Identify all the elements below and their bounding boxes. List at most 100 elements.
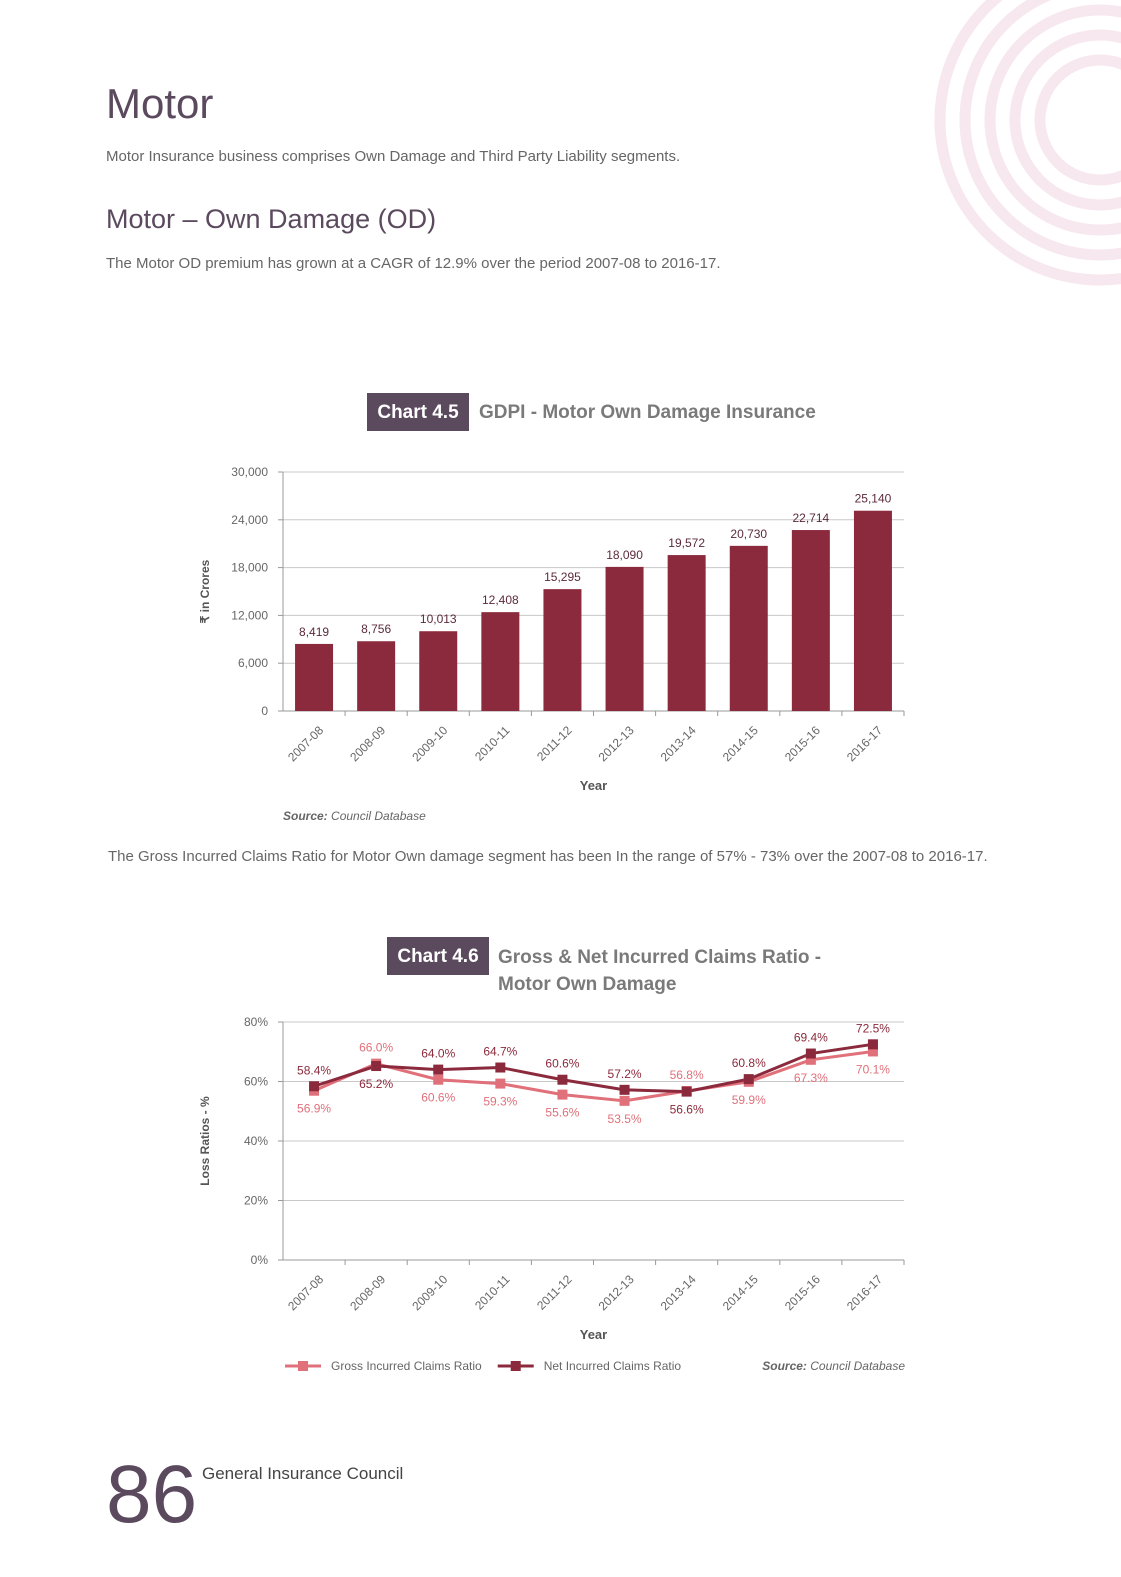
x-tick-label: 2007-08 (285, 1272, 326, 1313)
bar (729, 545, 768, 711)
x-tick-label: 2013-14 (658, 1272, 699, 1313)
y-tick-label: 0 (261, 704, 268, 718)
marker (371, 1061, 382, 1072)
x-tick-label: 2014-15 (720, 1272, 761, 1313)
data-label: 19,572 (668, 536, 705, 550)
bar (295, 643, 334, 711)
data-label: 20,730 (730, 527, 767, 541)
marker (681, 1086, 692, 1097)
source-text: Council Database (331, 809, 426, 823)
bar (853, 510, 892, 711)
data-label: 58.4% (297, 1063, 331, 1077)
x-tick-label: 2012-13 (596, 723, 637, 764)
page-title: Motor (106, 80, 214, 127)
chart-title: Gross & Net Incurred Claims Ratio - Moto… (498, 947, 822, 995)
bar (481, 612, 520, 711)
x-tick-label: 2008-09 (347, 723, 388, 764)
x-tick-label: 2007-08 (285, 723, 326, 764)
data-label: 10,013 (420, 612, 457, 626)
data-label: 25,140 (855, 492, 892, 506)
bar (543, 589, 582, 711)
marker (557, 1074, 568, 1085)
x-tick-label: 2012-13 (596, 1272, 637, 1313)
legend-label: Net Incurred Claims Ratio (544, 1359, 682, 1373)
data-label: 60.6% (421, 1091, 455, 1105)
bar (605, 566, 644, 711)
marker (619, 1095, 630, 1106)
marker (805, 1054, 816, 1065)
bar (357, 641, 396, 711)
marker (743, 1074, 754, 1085)
line (313, 1042, 874, 1094)
x-tick-label: 2009-10 (409, 723, 450, 764)
data-label: 8,756 (361, 622, 391, 636)
section-title: Motor – Own Damage (OD) (106, 204, 437, 234)
publisher: General Insurance Council (202, 1464, 404, 1483)
data-label: 53.5% (608, 1112, 642, 1126)
legend-swatch (298, 1361, 308, 1371)
y-tick-label: 24,000 (231, 513, 268, 527)
y-tick-label: 0% (251, 1253, 269, 1267)
data-label: 69.4% (794, 1031, 828, 1045)
source-label: Source: (283, 809, 328, 823)
legend-swatch (510, 1361, 521, 1371)
data-label: 57.2% (608, 1067, 642, 1081)
marker (309, 1081, 320, 1092)
data-label: 56.6% (670, 1103, 704, 1117)
marker (495, 1062, 506, 1073)
x-tick-label: 2008-09 (347, 1272, 388, 1313)
x-axis-label: Year (580, 1327, 607, 1342)
data-label: 18,090 (606, 548, 643, 562)
source: Source: Council Database (283, 809, 426, 823)
marker (867, 1046, 878, 1057)
x-tick-label: 2011-12 (534, 723, 575, 764)
chart-label-box (367, 393, 469, 431)
x-tick-label: 2015-16 (782, 723, 823, 764)
y-tick-label: 18,000 (231, 561, 268, 575)
page-number: 86 (106, 1449, 198, 1540)
x-tick-label: 2011-12 (534, 1272, 575, 1313)
data-label: 15,295 (544, 570, 581, 584)
line (313, 1049, 874, 1103)
data-label: 70.1% (856, 1062, 890, 1076)
x-tick-label: 2013-14 (658, 723, 699, 764)
marker (619, 1084, 630, 1095)
legend-label: Gross Incurred Claims Ratio (331, 1359, 482, 1373)
y-tick-label: 6,000 (238, 656, 268, 670)
data-label: 66.0% (359, 1041, 393, 1055)
chart-label: Chart 4.6 (397, 946, 478, 967)
y-tick-label: 30,000 (231, 465, 268, 479)
marker (433, 1074, 444, 1085)
y-tick-label: 80% (244, 1015, 268, 1029)
data-label: 56.9% (297, 1102, 331, 1116)
paragraph: The Gross Incurred Claims Ratio for Moto… (108, 848, 988, 865)
x-axis-label: Year (580, 778, 607, 793)
data-label: 72.5% (856, 1021, 890, 1035)
y-axis-label: ₹ in Crores (198, 559, 212, 623)
y-tick-label: 60% (244, 1075, 268, 1089)
marker (495, 1078, 506, 1089)
source-label: Source: (762, 1359, 807, 1373)
data-label: 22,714 (792, 511, 829, 525)
x-tick-label: 2010-11 (472, 1272, 513, 1313)
y-axis-label: Loss Ratios - % (198, 1096, 212, 1186)
bar (791, 530, 830, 711)
data-label: 59.9% (732, 1093, 766, 1107)
data-label: 60.8% (732, 1056, 766, 1070)
marker (433, 1064, 444, 1075)
chart-title: GDPI - Motor Own Damage Insurance (479, 402, 816, 423)
y-tick-label: 20% (244, 1194, 268, 1208)
data-label: 12,408 (482, 593, 519, 607)
chart-label-box (387, 937, 489, 975)
bar (419, 631, 458, 711)
data-label: 56.8% (670, 1068, 704, 1082)
data-label: 55.6% (545, 1106, 579, 1120)
y-tick-label: 40% (244, 1134, 268, 1148)
data-label: 67.3% (794, 1071, 828, 1085)
data-label: 59.3% (483, 1095, 517, 1109)
marker (557, 1089, 568, 1100)
x-tick-label: 2015-16 (782, 1272, 823, 1313)
marker (805, 1048, 816, 1059)
